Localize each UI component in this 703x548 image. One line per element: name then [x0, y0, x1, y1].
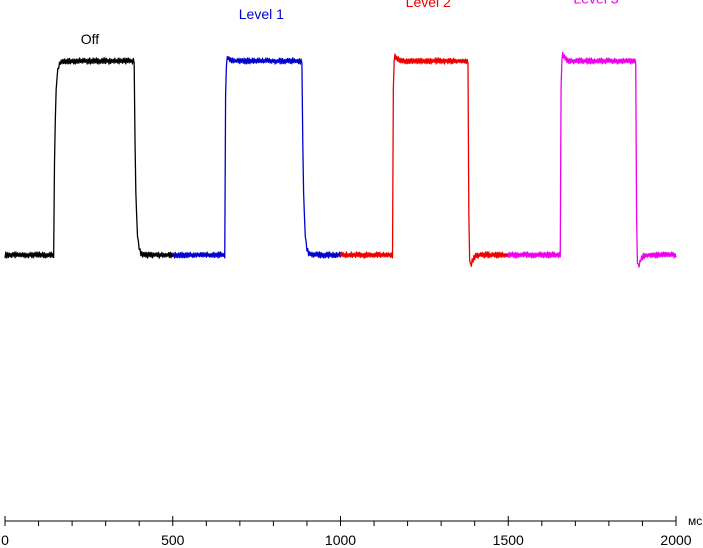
series-label-off: Off: [81, 31, 100, 47]
series-line-level-3: [507, 51, 677, 268]
series-line-level-2: [339, 53, 509, 267]
x-tick-label: 1500: [493, 532, 524, 548]
x-tick-label: 500: [161, 532, 185, 548]
series-label-level-2: Level 2: [406, 0, 451, 10]
series-label-level-1: Level 1: [239, 6, 284, 22]
x-tick-label: 2000: [660, 532, 691, 548]
series-layer: [4, 51, 677, 268]
series-line-off: [4, 57, 174, 259]
series-label-level-3: Level 3: [573, 0, 618, 6]
x-tick-label: 1000: [325, 532, 356, 548]
x-tick-label: 0: [1, 532, 9, 548]
x-unit-label: мс: [688, 514, 702, 528]
x-axis: 0 500 1000 1500 2000: [1, 516, 692, 548]
series-labels: Off Level 1 Level 2 Level 3: [81, 0, 619, 47]
series-line-level-1: [172, 56, 342, 259]
